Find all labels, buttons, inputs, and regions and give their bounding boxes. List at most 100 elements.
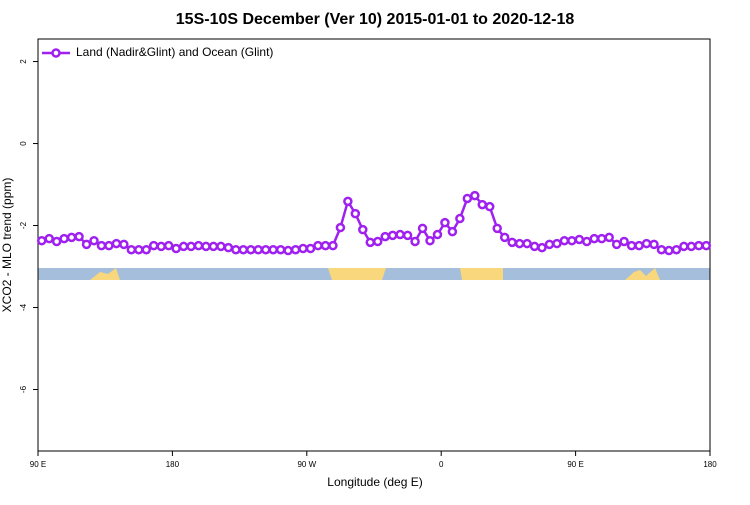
land-region bbox=[460, 268, 503, 280]
data-point bbox=[96, 240, 107, 251]
data-point bbox=[74, 231, 84, 242]
data-point bbox=[679, 241, 689, 252]
data-point bbox=[507, 237, 517, 248]
data-point bbox=[223, 242, 234, 253]
data-point bbox=[275, 244, 286, 255]
data-point bbox=[51, 236, 62, 247]
data-point bbox=[104, 240, 114, 251]
data-point bbox=[358, 224, 368, 235]
data-point bbox=[417, 223, 428, 234]
y-tick-label: 0 bbox=[19, 141, 28, 146]
data-point bbox=[208, 241, 219, 252]
land-region bbox=[90, 268, 120, 280]
data-point bbox=[477, 199, 488, 210]
data-point bbox=[119, 239, 129, 250]
data-point bbox=[447, 226, 458, 237]
data-point bbox=[44, 233, 54, 244]
data-point bbox=[111, 238, 122, 249]
data-point bbox=[701, 240, 712, 251]
data-point bbox=[425, 235, 435, 246]
data-point bbox=[81, 239, 92, 250]
data-point bbox=[604, 232, 614, 243]
data-point bbox=[470, 190, 480, 201]
data-point bbox=[619, 236, 629, 247]
data-point bbox=[671, 244, 682, 255]
data-point bbox=[178, 241, 189, 252]
data-point bbox=[492, 223, 502, 234]
data-point bbox=[283, 245, 293, 256]
data-point bbox=[611, 239, 622, 250]
data-point bbox=[626, 240, 637, 251]
land-ocean-band bbox=[38, 268, 710, 280]
data-point bbox=[305, 243, 316, 254]
data-point bbox=[664, 245, 674, 256]
data-point bbox=[484, 201, 495, 212]
data-point bbox=[313, 240, 323, 251]
data-point bbox=[193, 240, 204, 251]
data-point bbox=[455, 213, 465, 224]
x-tick-label: 90 E bbox=[567, 460, 583, 469]
data-point bbox=[216, 241, 226, 252]
data-point bbox=[529, 241, 540, 252]
data-point bbox=[559, 235, 570, 246]
x-tick-label: 90 E bbox=[30, 460, 46, 469]
data-point bbox=[582, 236, 592, 247]
data-point bbox=[432, 229, 443, 240]
data-point bbox=[462, 193, 473, 204]
data-point bbox=[201, 241, 211, 252]
data-point bbox=[641, 238, 652, 249]
y-tick-label: 2 bbox=[19, 59, 28, 64]
data-point bbox=[59, 233, 69, 244]
x-tick-label: 180 bbox=[703, 460, 717, 469]
y-tick-label: -2 bbox=[19, 221, 28, 229]
data-point bbox=[350, 208, 361, 219]
data-point bbox=[231, 244, 241, 255]
data-point bbox=[402, 230, 413, 241]
x-axis-label: Longitude (deg E) bbox=[327, 475, 422, 489]
legend-label: Land (Nadir&Glint) and Ocean (Glint) bbox=[76, 45, 273, 59]
data-point bbox=[320, 240, 331, 251]
data-point bbox=[343, 196, 353, 207]
data-point bbox=[246, 244, 256, 255]
data-point bbox=[141, 244, 152, 255]
data-point bbox=[574, 234, 585, 245]
data-point bbox=[260, 244, 271, 255]
data-point bbox=[171, 243, 181, 254]
data-point bbox=[410, 236, 420, 247]
data-point bbox=[387, 230, 398, 241]
data-point bbox=[544, 239, 555, 250]
data-point bbox=[253, 244, 264, 255]
data-point bbox=[589, 233, 600, 244]
data-point bbox=[186, 241, 196, 252]
x-tick-label: 180 bbox=[166, 460, 180, 469]
data-point bbox=[89, 235, 99, 246]
data-point bbox=[649, 239, 659, 250]
data-point bbox=[163, 240, 174, 251]
data-point bbox=[567, 235, 577, 246]
y-tick-label: -6 bbox=[19, 385, 28, 393]
data-point bbox=[134, 244, 144, 255]
y-tick-label: -4 bbox=[19, 303, 28, 311]
land-region bbox=[625, 268, 660, 280]
data-point bbox=[126, 244, 137, 255]
data-point bbox=[328, 240, 338, 251]
data-point bbox=[335, 222, 346, 233]
data-point bbox=[372, 236, 383, 247]
x-tick-label: 0 bbox=[439, 460, 444, 469]
data-point bbox=[156, 241, 166, 252]
data-point bbox=[499, 232, 510, 243]
data-point bbox=[634, 240, 644, 251]
data-point bbox=[514, 238, 525, 249]
data-point bbox=[290, 244, 301, 255]
legend-marker bbox=[51, 48, 61, 58]
chart-title: 15S-10S December (Ver 10) 2015-01-01 to … bbox=[176, 11, 575, 28]
y-axis-label: XCO2 - MLO trend (ppm) bbox=[0, 178, 14, 313]
data-point bbox=[298, 243, 308, 254]
data-point bbox=[66, 232, 77, 243]
data-point bbox=[522, 238, 532, 249]
data-point bbox=[268, 244, 278, 255]
data-point bbox=[552, 238, 562, 249]
data-point bbox=[238, 244, 249, 255]
data-point bbox=[656, 244, 667, 255]
